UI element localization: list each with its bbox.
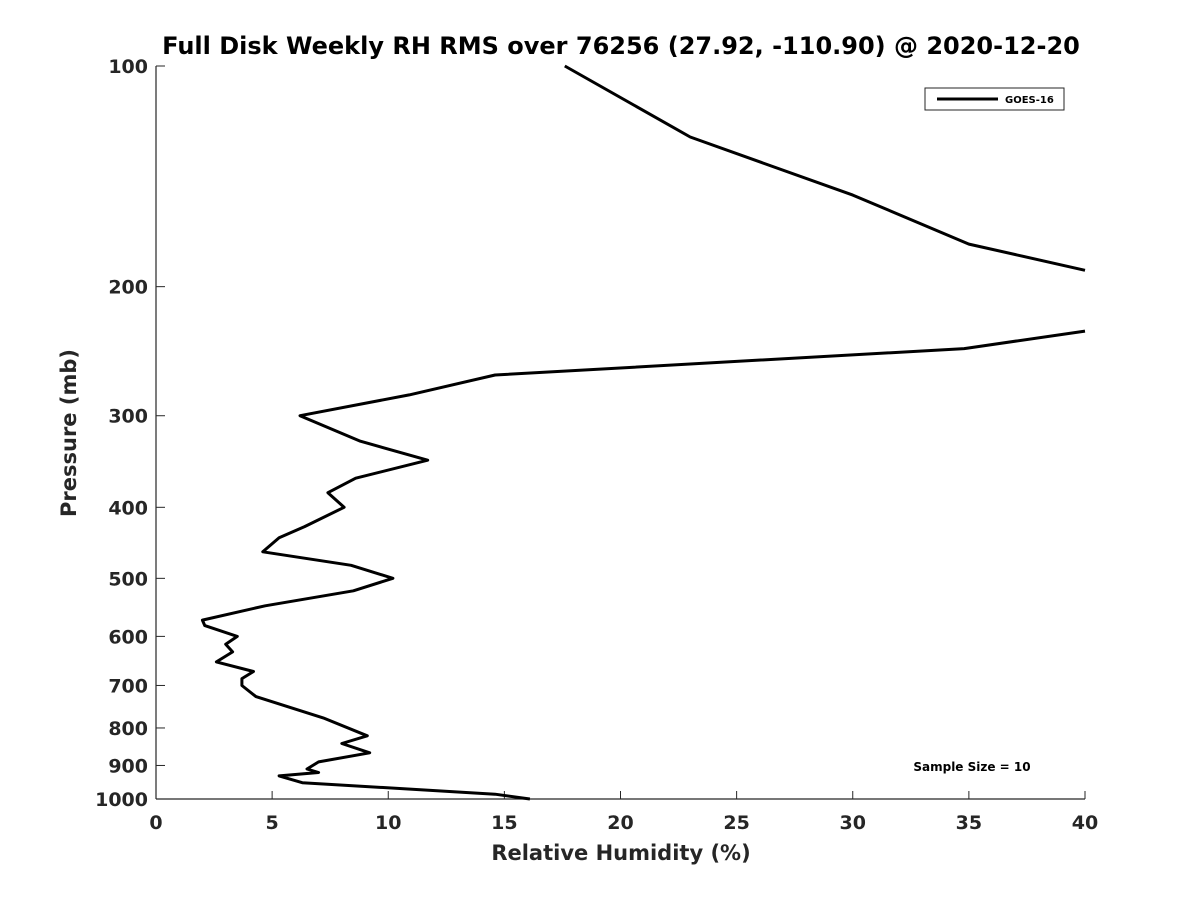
sample-size-annotation: Sample Size = 10 (913, 760, 1030, 774)
series-line-goes-16 (200, 329, 1086, 801)
x-tick-label: 0 (149, 812, 162, 834)
x-axis-label: Relative Humidity (%) (491, 841, 750, 865)
x-tick-label: 20 (607, 812, 633, 834)
y-tick-label: 400 (108, 497, 148, 519)
legend-label-goes-16: GOES-16 (1005, 95, 1054, 106)
y-tick-label: 300 (108, 406, 148, 428)
y-tick-label: 500 (108, 568, 148, 590)
y-tick-label: 100 (108, 56, 148, 78)
y-tick-label: 1000 (95, 789, 148, 811)
y-tick-label: 800 (108, 718, 148, 740)
y-tick-label: 600 (108, 626, 148, 648)
plot-area: 0 5 10 15 20 25 30 35 40 100 200 300 400 500 600 700 80… (95, 56, 1098, 834)
series-lines (200, 64, 1086, 801)
y-axis-label: Pressure (mb) (57, 349, 81, 517)
x-tick-label: 35 (956, 812, 982, 834)
x-tick-label: 10 (375, 812, 401, 834)
x-tick-label: 15 (491, 812, 517, 834)
y-ticks: 100 200 300 400 500 600 700 800 900 1000 (95, 56, 165, 811)
x-tick-label: 5 (266, 812, 279, 834)
y-tick-label: 700 (108, 675, 148, 697)
chart-title: Full Disk Weekly RH RMS over 76256 (27.9… (162, 32, 1080, 60)
x-ticks: 0 5 10 15 20 25 30 35 40 (149, 791, 1098, 834)
series-line-goes-16 (564, 64, 1086, 272)
x-tick-label: 40 (1072, 812, 1098, 834)
y-tick-label: 900 (108, 755, 148, 777)
legend: GOES-16 (924, 87, 1065, 111)
x-tick-label: 30 (840, 812, 866, 834)
y-tick-label: 200 (108, 277, 148, 299)
x-tick-label: 25 (723, 812, 749, 834)
